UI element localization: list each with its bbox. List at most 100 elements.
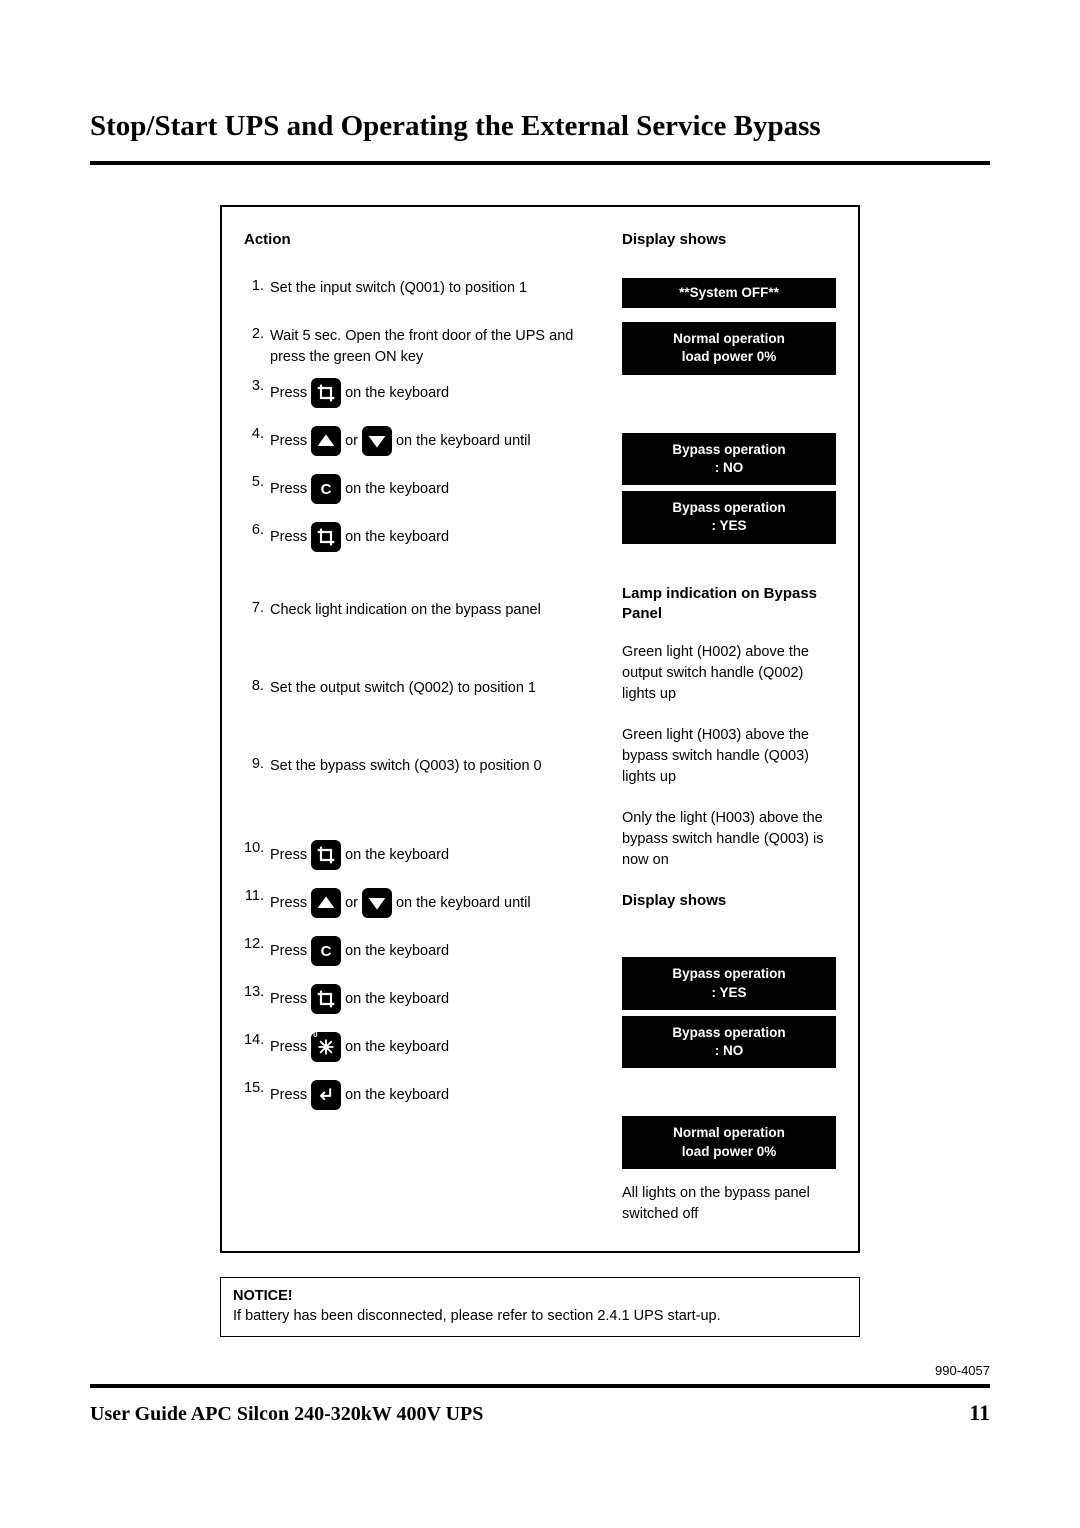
step-text: Set the input switch (Q001) to position … bbox=[270, 278, 527, 299]
star-key-icon: 0 bbox=[311, 1032, 341, 1062]
display-line: Bypass operation bbox=[632, 499, 826, 517]
display-box-bypass-yes-2: Bypass operation : YES bbox=[622, 957, 836, 1009]
step-15: 15. Press on the keyboard bbox=[244, 1080, 604, 1118]
step-num: 7. bbox=[244, 600, 270, 616]
step-10: 10. Press on the keyboard bbox=[244, 840, 604, 878]
display-text-9: Only the light (H003) above the bypass s… bbox=[622, 808, 836, 871]
display-line: : YES bbox=[632, 984, 826, 1002]
down-key-icon bbox=[362, 888, 392, 918]
display-line: Normal operation bbox=[632, 330, 826, 348]
step-text: or bbox=[345, 895, 358, 911]
step-num: 1. bbox=[244, 278, 270, 294]
step-4: 4. Press or on the keyboard until bbox=[244, 426, 604, 464]
display-box-bypass-no: Bypass operation : NO bbox=[622, 433, 836, 485]
step-3: 3. Press on the keyboard bbox=[244, 378, 604, 416]
step-1: 1. Set the input switch (Q001) to positi… bbox=[244, 278, 604, 316]
title-rule bbox=[90, 161, 990, 165]
up-key-icon bbox=[311, 888, 341, 918]
step-num: 9. bbox=[244, 756, 270, 772]
step-text: Press bbox=[270, 1087, 307, 1103]
step-2: 2. Wait 5 sec. Open the front door of th… bbox=[244, 326, 604, 368]
step-text: Press bbox=[270, 991, 307, 1007]
display-column: Display shows **System OFF** Normal oper… bbox=[622, 231, 836, 1225]
step-text: Press bbox=[270, 943, 307, 959]
display-box-normal-op-2: Normal operation load power 0% bbox=[622, 1116, 836, 1168]
enter-key-icon bbox=[311, 1080, 341, 1110]
crop-key-icon bbox=[311, 378, 341, 408]
step-text: or bbox=[345, 433, 358, 449]
c-key-icon bbox=[311, 936, 341, 966]
display-text-7: Green light (H002) above the output swit… bbox=[622, 642, 836, 705]
step-text: on the keyboard until bbox=[396, 895, 531, 911]
display-line: load power 0% bbox=[632, 348, 826, 366]
crop-key-icon bbox=[311, 522, 341, 552]
crop-key-icon bbox=[311, 984, 341, 1014]
display-box-system-off: **System OFF** bbox=[622, 278, 836, 308]
step-7: 7. Check light indication on the bypass … bbox=[244, 600, 604, 638]
display-line: : NO bbox=[632, 459, 826, 477]
display-line: : NO bbox=[632, 1042, 826, 1060]
key-superscript: 0 bbox=[313, 1030, 317, 1039]
step-8: 8. Set the output switch (Q002) to posit… bbox=[244, 678, 604, 716]
step-num: 13. bbox=[244, 984, 270, 1000]
display-box-bypass-no-2: Bypass operation : NO bbox=[622, 1016, 836, 1068]
c-key-icon bbox=[311, 474, 341, 504]
action-column: Action 1. Set the input switch (Q001) to… bbox=[244, 231, 604, 1225]
step-num: 12. bbox=[244, 936, 270, 952]
display-text-15: All lights on the bypass panel switched … bbox=[622, 1183, 836, 1225]
step-num: 2. bbox=[244, 326, 270, 342]
step-12: 12. Press on the keyboard bbox=[244, 936, 604, 974]
step-text: Press bbox=[270, 481, 307, 497]
display-header: Display shows bbox=[622, 231, 836, 248]
display-line: load power 0% bbox=[632, 1143, 826, 1161]
step-text: on the keyboard bbox=[345, 847, 449, 863]
display-line: Bypass operation bbox=[632, 965, 826, 983]
step-text: on the keyboard bbox=[345, 991, 449, 1007]
down-key-icon bbox=[362, 426, 392, 456]
step-num: 11. bbox=[244, 888, 270, 904]
step-num: 14. bbox=[244, 1032, 270, 1048]
procedure-box: Action 1. Set the input switch (Q001) to… bbox=[220, 205, 860, 1253]
display-line: : YES bbox=[632, 517, 826, 535]
step-num: 8. bbox=[244, 678, 270, 694]
action-header: Action bbox=[244, 231, 604, 248]
footer-rule bbox=[90, 1384, 990, 1388]
notice-text: If battery has been disconnected, please… bbox=[233, 1308, 721, 1324]
display-line: **System OFF** bbox=[630, 284, 828, 302]
document-number: 990-4057 bbox=[90, 1363, 990, 1378]
step-num: 10. bbox=[244, 840, 270, 856]
step-num: 6. bbox=[244, 522, 270, 538]
step-text: on the keyboard bbox=[345, 1087, 449, 1103]
display-line: Bypass operation bbox=[632, 1024, 826, 1042]
step-text: Set the output switch (Q002) to position… bbox=[270, 678, 536, 699]
display-box-bypass-yes: Bypass operation : YES bbox=[622, 491, 836, 543]
step-text: Press bbox=[270, 433, 307, 449]
step-text: on the keyboard bbox=[345, 481, 449, 497]
step-text: on the keyboard bbox=[345, 529, 449, 545]
display-line: Normal operation bbox=[632, 1124, 826, 1142]
lamp-indication-heading: Lamp indication on Bypass Panel bbox=[622, 584, 836, 625]
step-num: 15. bbox=[244, 1080, 270, 1096]
notice-box: NOTICE! If battery has been disconnected… bbox=[220, 1277, 860, 1338]
step-text: Press bbox=[270, 385, 307, 401]
step-text: Press bbox=[270, 847, 307, 863]
step-text: Wait 5 sec. Open the front door of the U… bbox=[270, 326, 604, 368]
step-6: 6. Press on the keyboard bbox=[244, 522, 604, 560]
up-key-icon bbox=[311, 426, 341, 456]
step-text: on the keyboard bbox=[345, 1039, 449, 1055]
notice-label: NOTICE! bbox=[233, 1288, 293, 1304]
step-9: 9. Set the bypass switch (Q003) to posit… bbox=[244, 756, 604, 794]
step-text: Press bbox=[270, 529, 307, 545]
step-text: Press bbox=[270, 1039, 307, 1055]
step-text: on the keyboard bbox=[345, 385, 449, 401]
footer-title: User Guide APC Silcon 240-320kW 400V UPS bbox=[90, 1403, 483, 1426]
display-box-normal-op: Normal operation load power 0% bbox=[622, 322, 836, 374]
step-11: 11. Press or on the keyboard until bbox=[244, 888, 604, 926]
step-num: 4. bbox=[244, 426, 270, 442]
step-text: on the keyboard bbox=[345, 943, 449, 959]
step-text: Check light indication on the bypass pan… bbox=[270, 600, 541, 621]
step-text: on the keyboard until bbox=[396, 433, 531, 449]
display-text-8: Green light (H003) above the bypass swit… bbox=[622, 725, 836, 788]
step-num: 5. bbox=[244, 474, 270, 490]
display-line: Bypass operation bbox=[632, 441, 826, 459]
